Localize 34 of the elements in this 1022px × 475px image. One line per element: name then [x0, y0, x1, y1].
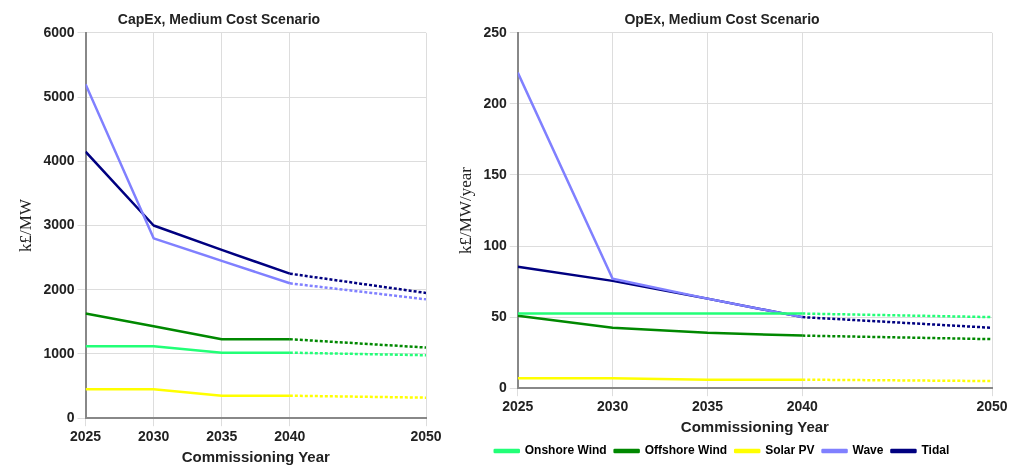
- x-tick-label: 2035: [691, 398, 724, 415]
- y-tick-label: 4000: [43, 152, 75, 169]
- x-tick-label: 2025: [502, 398, 534, 415]
- y-tick-label: 100: [483, 236, 507, 253]
- y-tick-label: 0: [498, 379, 507, 396]
- y-axis-title: k£/MW/year: [455, 166, 475, 254]
- x-tick-label: 2025: [69, 428, 102, 445]
- legend-label: Onshore Wind: [524, 443, 607, 458]
- legend-label: Wave: [852, 443, 884, 458]
- x-axis-title: Commissioning Year: [181, 448, 330, 466]
- legend-label: Solar PV: [765, 443, 815, 458]
- legend-label: Offshore Wind: [644, 443, 728, 458]
- legend-label: Tidal: [921, 443, 950, 458]
- chart-title: CapEx, Medium Cost Scenario: [117, 11, 321, 28]
- x-tick-label: 2050: [410, 428, 442, 445]
- y-axis-title: k£/MW: [15, 198, 35, 252]
- x-axis-title: Commissioning Year: [680, 418, 830, 436]
- x-tick-label: 2030: [138, 428, 170, 445]
- chart-title: OpEx, Medium Cost Scenario: [624, 11, 820, 28]
- y-tick-label: 2000: [43, 280, 75, 297]
- y-tick-label: 1000: [43, 344, 75, 361]
- x-tick-label: 2030: [597, 398, 629, 415]
- x-tick-label: 2040: [274, 428, 306, 445]
- y-tick-label: 50: [491, 307, 507, 324]
- x-tick-label: 2035: [206, 428, 238, 445]
- x-tick-label: 2040: [786, 398, 819, 415]
- y-tick-label: 0: [66, 409, 75, 426]
- x-tick-label: 2050: [976, 398, 1008, 415]
- y-tick-label: 5000: [43, 87, 75, 104]
- y-tick-label: 150: [483, 165, 507, 182]
- y-tick-label: 250: [483, 23, 507, 40]
- y-tick-label: 200: [483, 94, 507, 111]
- y-tick-label: 6000: [43, 23, 75, 40]
- y-tick-label: 3000: [43, 216, 75, 233]
